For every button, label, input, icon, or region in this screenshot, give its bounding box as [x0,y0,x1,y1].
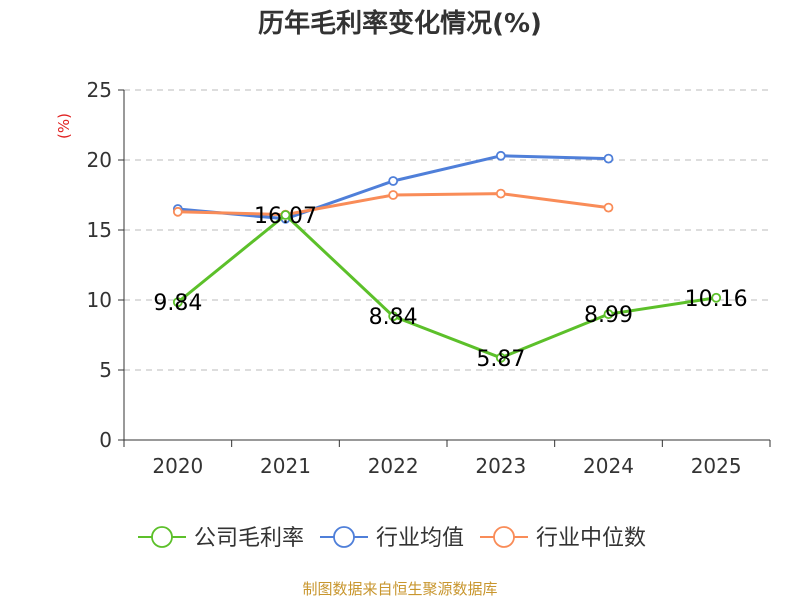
legend-item[interactable]: 行业均值 [320,526,464,551]
y-tick-label: 0 [99,428,112,452]
data-point [495,352,506,363]
x-tick-label: 2021 [260,454,311,478]
data-point [495,150,506,161]
data-label: 9.84 [153,291,202,316]
x-tick-label: 2020 [152,454,203,478]
data-label: 10.16 [685,287,748,312]
legend-label: 行业均值 [376,526,464,551]
data-label: 8.84 [369,305,418,330]
data-point [603,153,614,164]
data-point [711,292,722,303]
legend-marker [493,526,515,548]
data-point [603,309,614,320]
series-line [176,213,717,360]
legend-label: 公司毛利率 [194,526,304,551]
x-tick-label: 2025 [691,454,742,478]
data-point [172,297,183,308]
y-tick-label: 15 [87,218,112,242]
data-point [388,176,399,186]
data-label-layer: 9.84 16.07 8.84 5.87 8.99 10.16 [153,204,747,372]
legend-marker [151,526,173,548]
data-point [172,206,183,217]
grid-layer [124,89,770,371]
data-label: 16.07 [254,204,317,229]
legend-label: 行业中位数 [536,526,646,551]
y-tick-label: 10 [87,288,112,312]
data-point [603,202,614,213]
data-label: 5.87 [476,347,525,372]
legend: 公司毛利率 行业均值 行业中位数 [138,526,646,551]
data-point [495,188,506,199]
legend-marker [333,526,355,548]
data-label: 8.99 [584,303,633,328]
series-layer [172,150,722,363]
x-tick-label: 2024 [583,454,634,478]
x-tick-label: 2022 [368,454,419,478]
data-point [388,190,399,200]
y-tick-label: 20 [87,148,112,172]
y-tick-label: 5 [99,358,112,382]
legend-item[interactable]: 公司毛利率 [138,526,304,551]
legend-item[interactable]: 行业中位数 [480,526,646,551]
data-point [388,311,399,322]
source-note: 制图数据来自恒生聚源数据库 [302,580,497,598]
series-line [177,154,609,221]
data-point [280,210,291,220]
y-axis-label: (%) [55,113,73,139]
y-tick-label: 25 [87,78,112,102]
chart-title: 历年毛利率变化情况(%) [258,8,542,39]
x-tick-label: 2023 [475,454,526,478]
